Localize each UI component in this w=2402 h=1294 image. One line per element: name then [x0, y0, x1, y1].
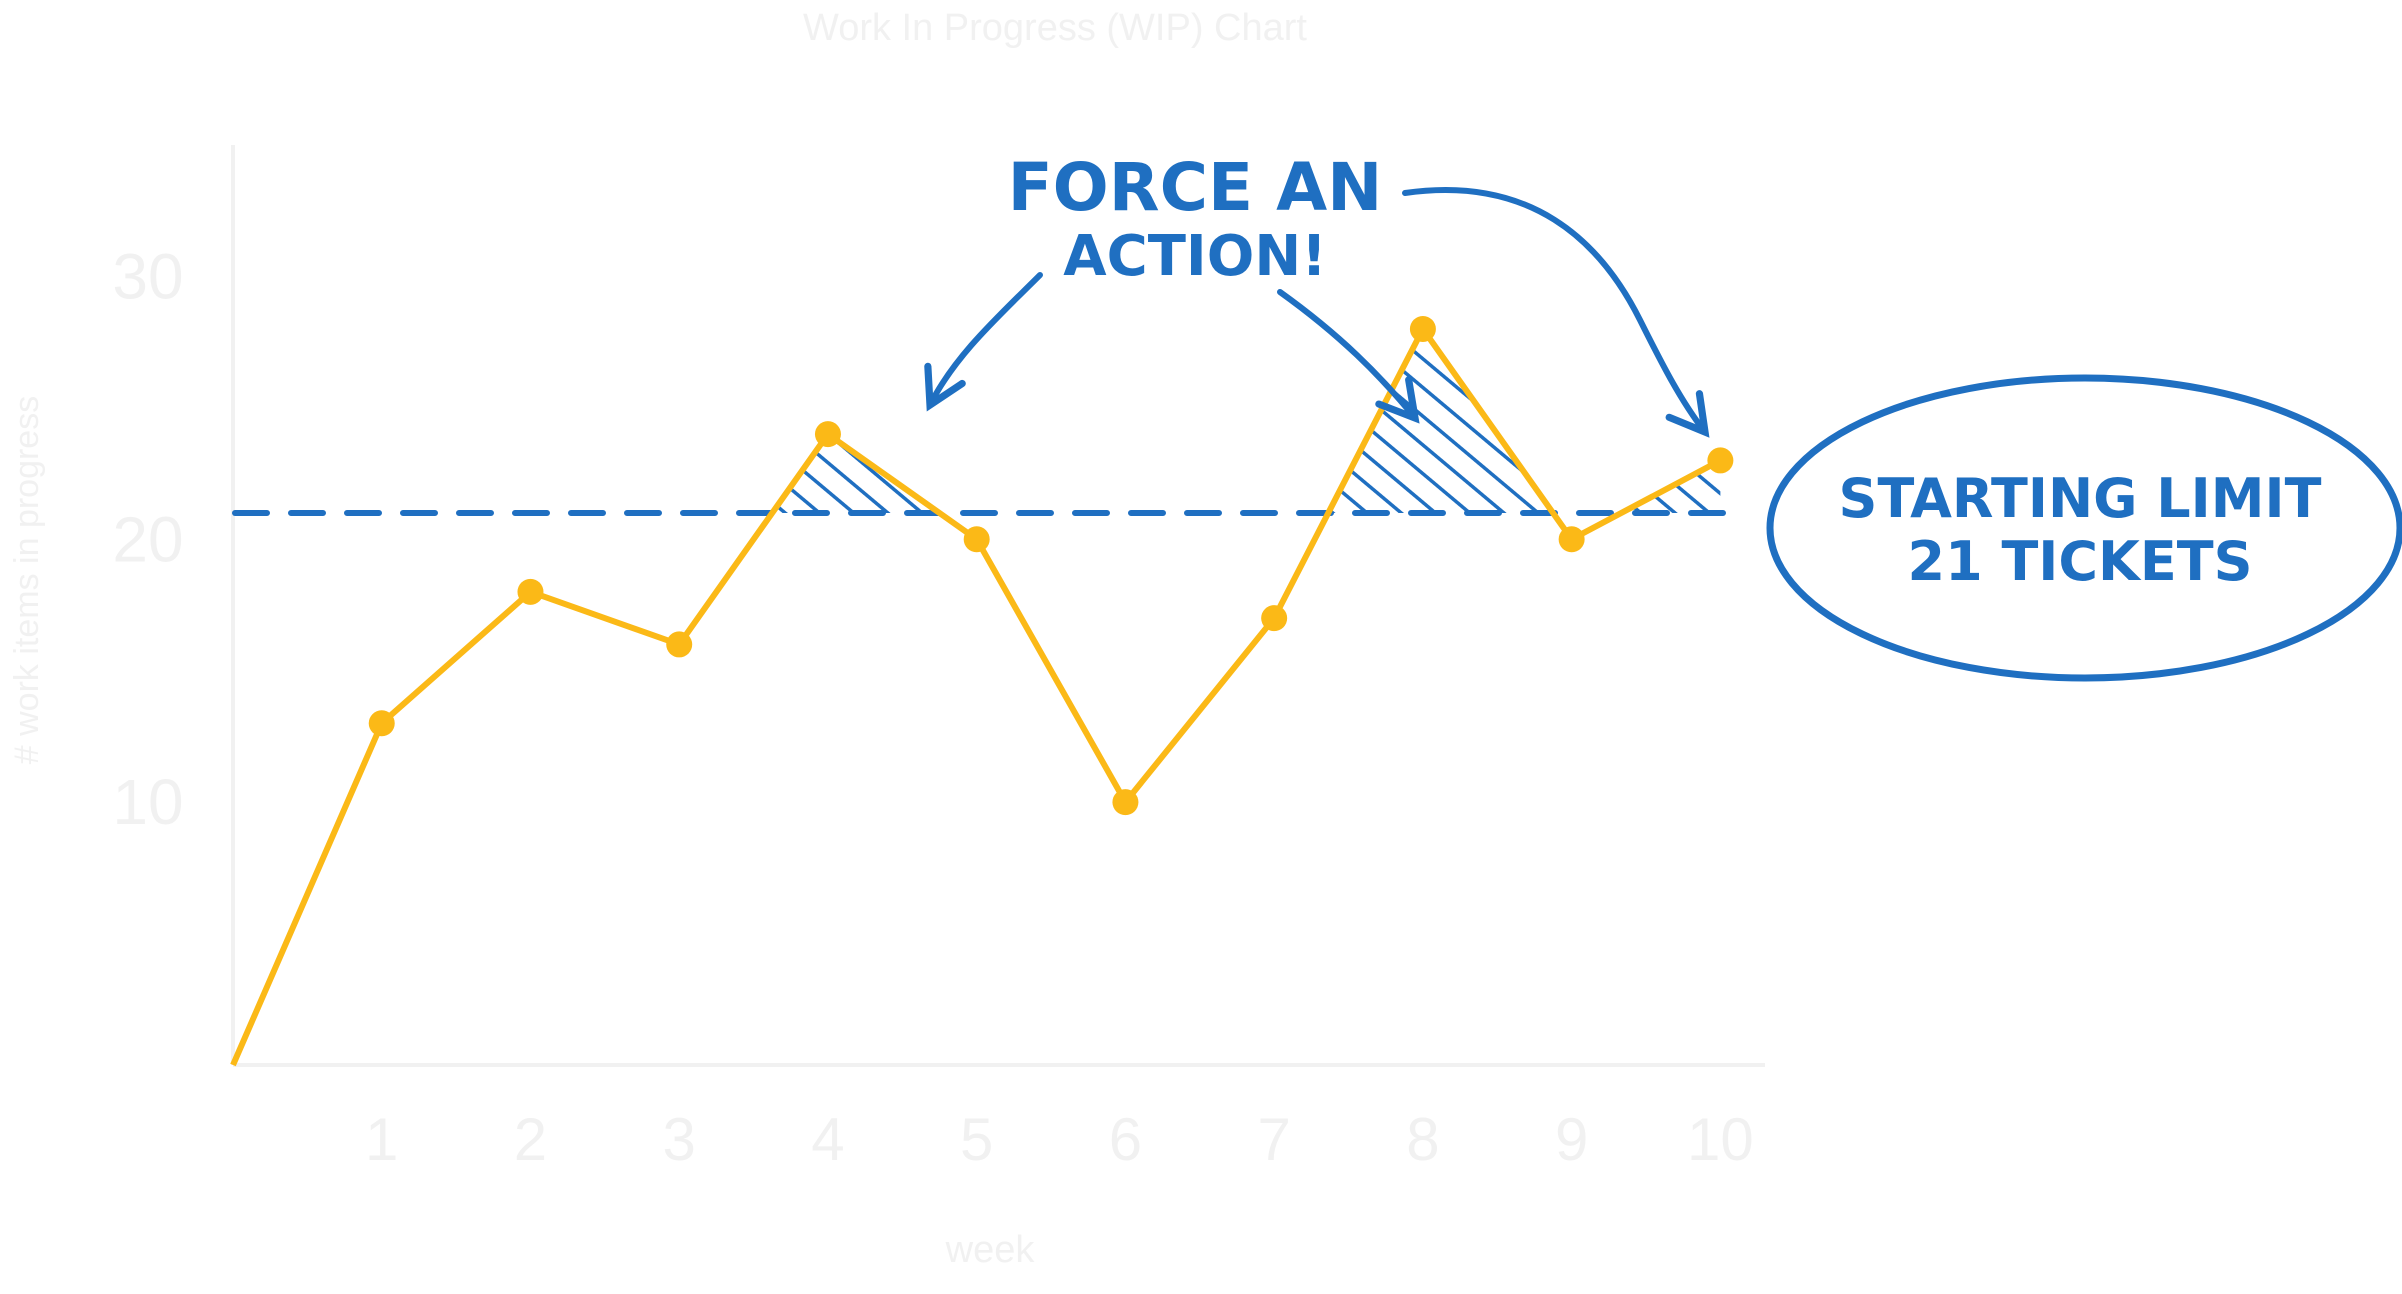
y-axis-label: # work items in progress [8, 396, 46, 764]
chart-title: Work In Progress (WIP) Chart [803, 7, 1307, 49]
data-point [963, 526, 990, 553]
over-limit-area [772, 434, 940, 513]
force-action-line2: ACTION! [1063, 224, 1326, 289]
x-tick-label: 6 [1109, 1106, 1142, 1173]
x-tick-label: 9 [1555, 1106, 1588, 1173]
force-action-line1: FORCE AN [1008, 149, 1383, 226]
data-point [1558, 526, 1585, 553]
starting-limit-line1: STARTING LIMIT [1839, 467, 2322, 530]
x-tick-label: 1 [365, 1106, 398, 1173]
data-point [1261, 605, 1288, 632]
arrow-to-week-4-icon [924, 272, 1043, 412]
x-tick-label: 7 [1257, 1106, 1290, 1173]
starting-limit-callout [1766, 374, 2402, 682]
x-tick-label: 2 [514, 1106, 547, 1173]
y-tick-label: 30 [112, 240, 183, 312]
x-tick-labels: 1 2 3 4 5 6 7 8 9 10 [365, 1106, 1754, 1173]
x-tick-label: 4 [811, 1106, 844, 1173]
starting-limit-line2: 21 TICKETS [1908, 530, 2253, 593]
data-point [814, 421, 841, 448]
x-tick-label: 8 [1406, 1106, 1439, 1173]
arrow-to-week-10-icon [1402, 186, 1710, 438]
x-tick-label: 3 [663, 1106, 696, 1173]
wip-series-points [368, 316, 1734, 816]
axes [231, 145, 1765, 1067]
data-point [368, 710, 395, 737]
y-tick-label: 10 [112, 766, 183, 838]
x-tick-label: 10 [1687, 1106, 1754, 1173]
data-point [1707, 447, 1734, 474]
over-limit-areas [772, 329, 1721, 513]
data-point [517, 578, 544, 605]
over-limit-area [1328, 329, 1554, 513]
x-tick-label: 5 [960, 1106, 993, 1173]
x-axis-label: week [945, 1229, 1036, 1271]
data-point [1112, 789, 1139, 816]
data-point [1409, 316, 1436, 342]
y-tick-label: 20 [112, 503, 183, 575]
arrow-to-week-8-icon [1277, 289, 1420, 424]
data-point [666, 631, 693, 658]
y-tick-labels: 10 20 30 [112, 240, 183, 838]
